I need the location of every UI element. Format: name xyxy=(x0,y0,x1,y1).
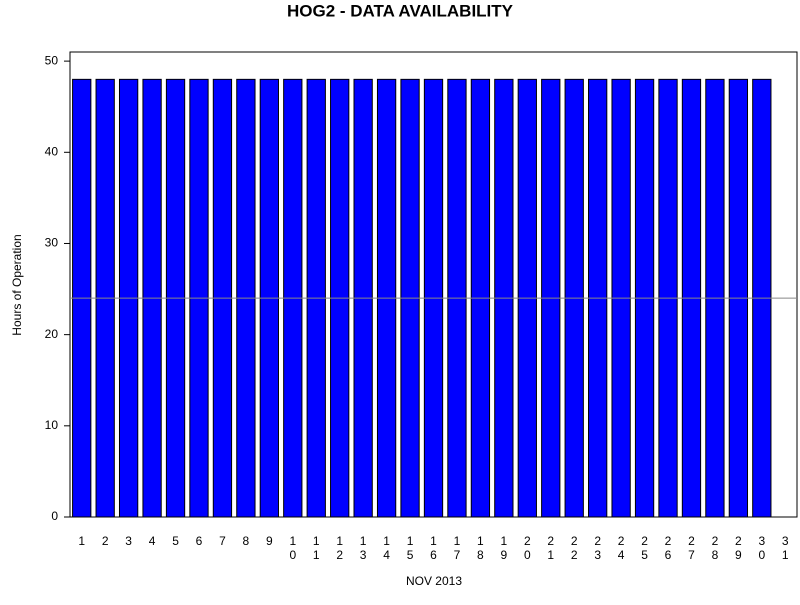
x-tick-label: 6 xyxy=(196,534,203,548)
x-tick-label: 1 xyxy=(78,534,85,548)
y-tick-label: 30 xyxy=(45,236,59,250)
y-axis-label: Hours of Operation xyxy=(10,234,24,335)
y-tick-label: 10 xyxy=(45,418,59,432)
x-axis-label: NOV 2013 xyxy=(406,574,462,588)
y-tick-label: 0 xyxy=(51,509,58,523)
y-tick-label: 20 xyxy=(45,327,59,341)
x-tick-label: 4 xyxy=(149,534,156,548)
x-tick-label: 9 xyxy=(266,534,273,548)
y-tick-label: 50 xyxy=(45,53,59,67)
x-tick-label: 5 xyxy=(172,534,179,548)
y-tick-label: 40 xyxy=(45,144,59,158)
x-tick-label: 7 xyxy=(219,534,226,548)
x-tick-label: 8 xyxy=(243,534,250,548)
x-tick-label: 2 xyxy=(102,534,109,548)
chart-title: HOG2 - DATA AVAILABILITY xyxy=(287,1,514,20)
x-tick-label: 3 xyxy=(125,534,132,548)
